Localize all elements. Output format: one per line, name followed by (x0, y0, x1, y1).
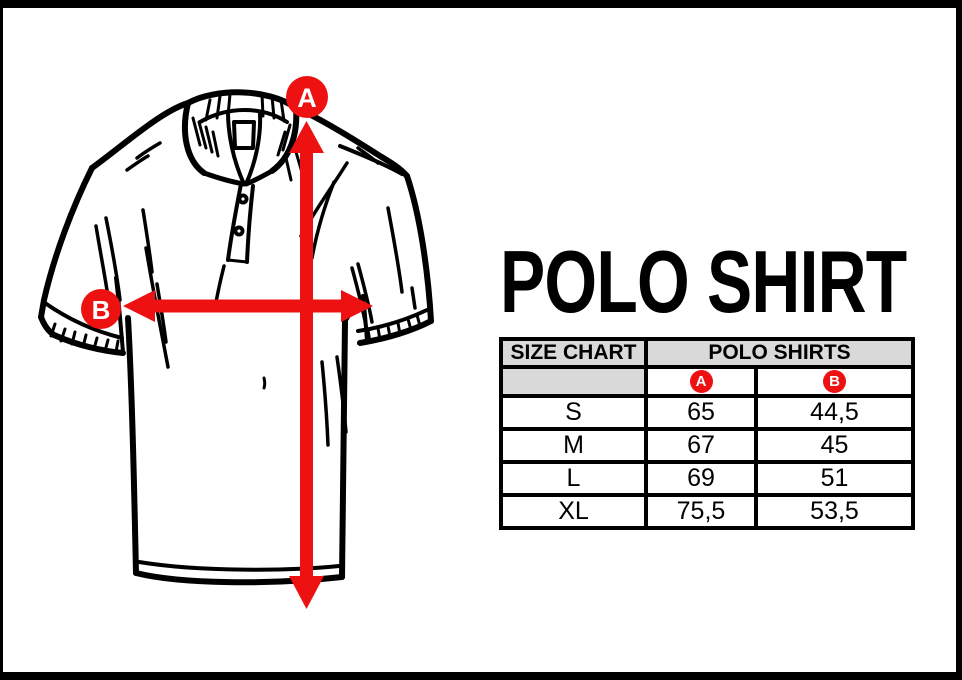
polo-shirt-drawing (38, 89, 434, 586)
polo-shirts-header-cell: POLO SHIRTS (643, 337, 916, 369)
column-a-badge-icon: A (689, 371, 713, 392)
size-chart-header-cell: SIZE CHART (499, 337, 648, 369)
polo-shirt-diagram: A B (38, 76, 434, 609)
table-header-row: SIZE CHART POLO SHIRTS (499, 337, 916, 369)
width-arrow-b (123, 290, 373, 322)
size-chart-table: SIZE CHART POLO SHIRTS A B S 65 44,5 M 6… (499, 337, 916, 530)
column-b-badge-icon: B (823, 371, 846, 392)
measurement-b-label: B (92, 295, 111, 325)
column-a-cell: A (644, 365, 758, 398)
size-cell: XL (499, 493, 648, 530)
length-arrow-a (289, 121, 324, 609)
b-value-cell: 53,5 (753, 493, 916, 530)
measurement-a-label: A (297, 83, 317, 113)
measurement-b-badge: B (81, 289, 121, 329)
size-cell: M (499, 427, 648, 464)
table-row: M 67 45 (499, 427, 916, 464)
measurement-a-badge: A (286, 76, 328, 118)
a-value-cell: 69 (644, 460, 758, 497)
b-value-cell: 51 (753, 460, 916, 497)
empty-header-cell (499, 365, 648, 398)
column-b-cell: B (753, 365, 916, 398)
table-row: XL 75,5 53,5 (499, 493, 916, 530)
table-row: S 65 44,5 (499, 394, 916, 431)
b-value-cell: 45 (753, 427, 916, 464)
a-value-cell: 67 (644, 427, 758, 464)
size-cell: S (499, 394, 648, 431)
page-title: POLO SHIRT (500, 232, 907, 331)
size-cell: L (499, 460, 648, 497)
a-value-cell: 65 (644, 394, 758, 431)
table-row: L 69 51 (499, 460, 916, 497)
b-value-cell: 44,5 (753, 394, 916, 431)
a-value-cell: 75,5 (644, 493, 758, 530)
measure-badge-row: A B (499, 365, 916, 398)
